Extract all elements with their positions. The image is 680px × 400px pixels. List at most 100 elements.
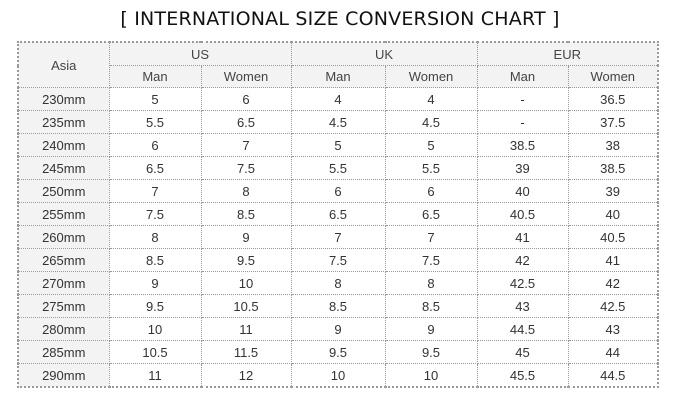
cell-uk-women: 7	[384, 225, 478, 249]
cell-us-women: 12	[200, 363, 292, 388]
table-row: 265mm 8.5 9.5 7.5 7.5 42 41	[17, 248, 659, 272]
cell-eur-man: -	[476, 87, 569, 111]
cell-eur-women: 44	[567, 340, 659, 364]
cell-uk-women: 10	[384, 363, 478, 388]
size-conversion-table-container: Asia US UK EUR Man Women Man Women Man W…	[17, 41, 660, 388]
cell-us-women: 8.5	[200, 202, 292, 226]
cell-eur-man: 45	[476, 340, 569, 364]
size-conversion-table: Asia US UK EUR Man Women Man Women Man W…	[17, 41, 660, 388]
cell-uk-women: 5.5	[384, 156, 478, 180]
cell-eur-women: 42	[567, 271, 659, 295]
cell-uk-women: 4.5	[384, 110, 478, 134]
header-group-us: US	[108, 41, 292, 66]
cell-uk-man: 4.5	[290, 110, 386, 134]
cell-uk-women: 8	[384, 271, 478, 295]
cell-asia-size: 260mm	[17, 225, 110, 249]
cell-eur-man: 42	[476, 248, 569, 272]
cell-eur-man: 44.5	[476, 317, 569, 341]
cell-asia-size: 290mm	[17, 363, 110, 388]
cell-eur-man: 41	[476, 225, 569, 249]
cell-eur-women: 40.5	[567, 225, 659, 249]
cell-uk-women: 5	[384, 133, 478, 157]
cell-us-women: 10.5	[200, 294, 292, 318]
cell-uk-women: 8.5	[384, 294, 478, 318]
table-row: 255mm 7.5 8.5 6.5 6.5 40.5 40	[17, 202, 659, 226]
cell-us-man: 6.5	[108, 156, 202, 180]
table-row: 275mm 9.5 10.5 8.5 8.5 43 42.5	[17, 294, 659, 318]
cell-uk-man: 7	[290, 225, 386, 249]
cell-uk-women: 6.5	[384, 202, 478, 226]
page-title: [ INTERNATIONAL SIZE CONVERSION CHART ]	[120, 8, 560, 30]
cell-us-women: 10	[200, 271, 292, 295]
header-uk-women: Women	[384, 65, 478, 88]
cell-eur-women: 37.5	[567, 110, 659, 134]
cell-us-man: 9	[108, 271, 202, 295]
cell-eur-women: 44.5	[567, 363, 659, 388]
cell-us-man: 8.5	[108, 248, 202, 272]
cell-asia-size: 275mm	[17, 294, 110, 318]
cell-uk-man: 5.5	[290, 156, 386, 180]
table-row: 285mm 10.5 11.5 9.5 9.5 45 44	[17, 340, 659, 364]
cell-uk-man: 10	[290, 363, 386, 388]
table-row: 280mm 10 11 9 9 44.5 43	[17, 317, 659, 341]
table-body: 230mm 5 6 4 4-36.5 235mm 5.5 6.5 4.5 4.5-37.5 240m…	[17, 87, 659, 388]
cell-us-man: 7	[108, 179, 202, 203]
cell-uk-women: 6	[384, 179, 478, 203]
cell-uk-man: 4	[290, 87, 386, 111]
cell-us-man: 5.5	[108, 110, 202, 134]
cell-eur-man: 40.5	[476, 202, 569, 226]
cell-eur-women: 42.5	[567, 294, 659, 318]
header-group-eur: EUR	[476, 41, 659, 66]
cell-eur-man: 38.5	[476, 133, 569, 157]
cell-us-man: 9.5	[108, 294, 202, 318]
cell-us-man: 10	[108, 317, 202, 341]
table-row: 235mm 5.5 6.5 4.5 4.5-37.5	[17, 110, 659, 134]
cell-asia-size: 255mm	[17, 202, 110, 226]
cell-asia-size: 280mm	[17, 317, 110, 341]
cell-eur-man: 42.5	[476, 271, 569, 295]
cell-eur-women: 38	[567, 133, 659, 157]
cell-uk-man: 5	[290, 133, 386, 157]
cell-uk-man: 8	[290, 271, 386, 295]
cell-asia-size: 265mm	[17, 248, 110, 272]
table-row: 245mm 6.5 7.5 5.5 5.5 39 38.5	[17, 156, 659, 180]
cell-uk-man: 6	[290, 179, 386, 203]
cell-us-women: 11.5	[200, 340, 292, 364]
cell-us-women: 6.5	[200, 110, 292, 134]
cell-us-man: 10.5	[108, 340, 202, 364]
cell-uk-women: 7.5	[384, 248, 478, 272]
cell-us-women: 9.5	[200, 248, 292, 272]
cell-asia-size: 270mm	[17, 271, 110, 295]
cell-eur-women: 39	[567, 179, 659, 203]
table-row: 270mm 9 10 8 8 42.5 42	[17, 271, 659, 295]
cell-uk-man: 6.5	[290, 202, 386, 226]
cell-uk-women: 9	[384, 317, 478, 341]
table-row: 260mm 8 9 7 7 41 40.5	[17, 225, 659, 249]
cell-us-women: 7	[200, 133, 292, 157]
cell-eur-man: 45.5	[476, 363, 569, 388]
cell-asia-size: 250mm	[17, 179, 110, 203]
table-row: 250mm 7 8 6 6 40 39	[17, 179, 659, 203]
cell-uk-women: 4	[384, 87, 478, 111]
cell-uk-man: 8.5	[290, 294, 386, 318]
cell-asia-size: 240mm	[17, 133, 110, 157]
cell-asia-size: 230mm	[17, 87, 110, 111]
cell-us-man: 5	[108, 87, 202, 111]
cell-eur-man: 43	[476, 294, 569, 318]
cell-eur-man: 39	[476, 156, 569, 180]
cell-us-women: 11	[200, 317, 292, 341]
cell-us-man: 7.5	[108, 202, 202, 226]
cell-us-women: 7.5	[200, 156, 292, 180]
cell-us-women: 8	[200, 179, 292, 203]
table-row: 230mm 5 6 4 4-36.5	[17, 87, 659, 111]
table-row: 290mm 11 12 10 10 45.5 44.5	[17, 363, 659, 388]
cell-eur-women: 40	[567, 202, 659, 226]
cell-uk-man: 9.5	[290, 340, 386, 364]
cell-eur-man: -	[476, 110, 569, 134]
header-uk-man: Man	[290, 65, 386, 88]
cell-eur-women: 41	[567, 248, 659, 272]
cell-asia-size: 245mm	[17, 156, 110, 180]
cell-us-man: 8	[108, 225, 202, 249]
cell-us-women: 6	[200, 87, 292, 111]
cell-asia-size: 285mm	[17, 340, 110, 364]
